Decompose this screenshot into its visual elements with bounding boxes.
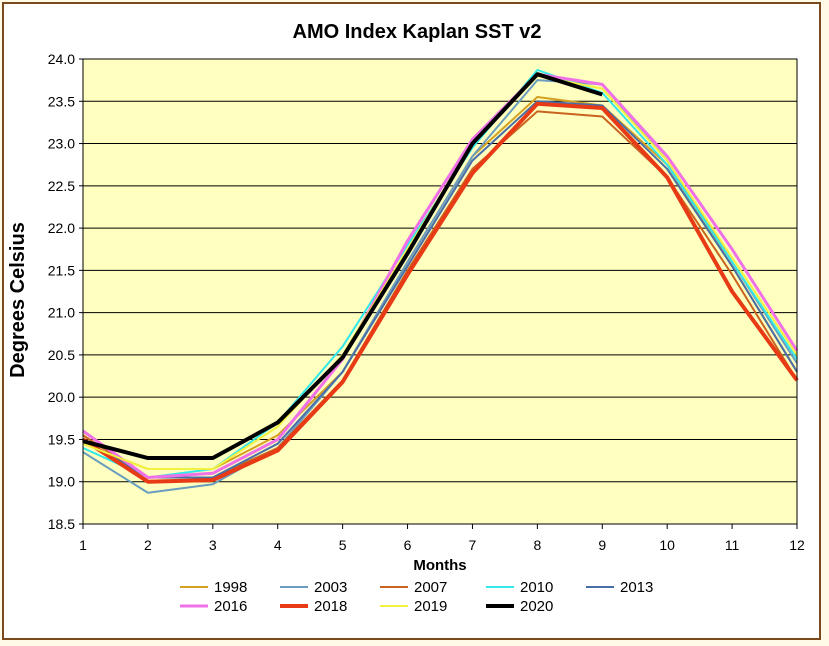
legend-label: 2016 <box>214 598 247 615</box>
legend-item-2013: 2013 <box>586 579 653 596</box>
plot-area <box>83 59 797 524</box>
series-line-2020 <box>82 72 603 461</box>
legend-label: 2018 <box>314 598 347 615</box>
x-tick-label: 9 <box>598 537 606 553</box>
legend-item-2019: 2019 <box>380 598 447 615</box>
chart-title: AMO Index Kaplan SST v2 <box>293 21 542 43</box>
x-tick-label: 11 <box>725 537 740 553</box>
y-tick-label: 19.0 <box>48 474 75 490</box>
legend-label: 2003 <box>314 579 347 596</box>
legend-item-2016: 2016 <box>180 598 247 615</box>
legend-label: 2010 <box>520 579 553 596</box>
y-tick-label: 20.0 <box>48 389 75 405</box>
legend-label: 2013 <box>620 579 653 596</box>
y-tick-label: 22.0 <box>48 220 75 236</box>
legend-item-1998: 1998 <box>180 579 247 596</box>
y-axis-ticks: 18.5 19.0 19.5 20.0 20.5 21.0 21.5 22.0 22.5 23.0… <box>48 51 83 532</box>
x-tick-label: 8 <box>533 537 541 553</box>
legend: 1998 2003 2007 2010 2013 2016 2018 2019 2020 <box>180 579 653 615</box>
legend-item-2020: 2020 <box>486 598 553 615</box>
y-tick-label: 18.5 <box>48 516 75 532</box>
x-axis-ticks: 1 2 3 4 5 6 7 8 9 10 11 12 <box>79 524 805 553</box>
x-tick-label: 10 <box>659 537 675 553</box>
series-line-2013 <box>82 100 798 479</box>
legend-label: 1998 <box>214 579 247 596</box>
y-tick-label: 23.0 <box>48 136 75 152</box>
plot-border <box>82 58 798 525</box>
legend-label: 2007 <box>414 579 447 596</box>
x-tick-label: 7 <box>469 537 477 553</box>
series-line-2016 <box>82 72 799 479</box>
x-tick-label: 12 <box>789 537 805 553</box>
legend-item-2007: 2007 <box>380 579 447 596</box>
x-tick-label: 5 <box>339 537 347 553</box>
legend-item-2010: 2010 <box>486 579 553 596</box>
legend-label: 2019 <box>414 598 447 615</box>
x-tick-label: 4 <box>274 537 282 553</box>
x-axis-label: Months <box>413 557 466 574</box>
y-tick-label: 20.5 <box>48 347 75 363</box>
x-tick-label: 3 <box>209 537 217 553</box>
y-tick-label: 24.0 <box>48 51 75 67</box>
y-tick-label: 21.5 <box>48 262 75 278</box>
x-tick-label: 2 <box>144 537 152 553</box>
legend-label: 2020 <box>520 598 553 615</box>
y-axis-label: Degrees Celsius <box>7 222 29 378</box>
x-tick-label: 1 <box>79 537 87 553</box>
y-tick-label: 22.5 <box>48 178 75 194</box>
y-tick-label: 21.0 <box>48 305 75 321</box>
y-tick-label: 23.5 <box>48 93 75 109</box>
series-layer <box>81 68 799 494</box>
legend-item-2003: 2003 <box>280 579 347 596</box>
legend-item-2018: 2018 <box>280 598 347 615</box>
y-tick-label: 19.5 <box>48 431 75 447</box>
series-line-2018 <box>81 101 799 484</box>
x-tick-label: 6 <box>404 537 412 553</box>
